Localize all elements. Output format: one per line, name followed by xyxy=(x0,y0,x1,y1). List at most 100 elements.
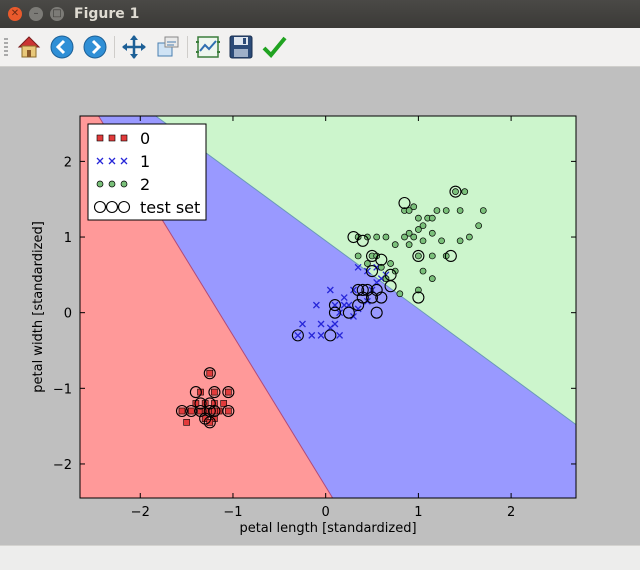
data-point xyxy=(449,185,462,198)
data-point xyxy=(220,400,228,407)
data-point xyxy=(419,237,427,245)
data-point xyxy=(410,203,418,211)
data-point xyxy=(475,222,483,230)
data-point xyxy=(187,407,195,415)
minimize-window-button[interactable]: – xyxy=(29,7,43,21)
legend-marker xyxy=(93,200,107,214)
data-point xyxy=(391,241,399,248)
legend-label: 2 xyxy=(140,175,150,194)
data-point xyxy=(382,233,390,241)
data-point xyxy=(377,263,385,271)
data-point xyxy=(294,331,302,339)
data-point xyxy=(291,329,304,342)
data-point xyxy=(336,309,344,317)
toolbar-grip[interactable] xyxy=(4,38,8,58)
toolbar-separator xyxy=(114,36,115,58)
data-point xyxy=(444,249,457,262)
pan-button[interactable] xyxy=(121,34,147,60)
data-point xyxy=(352,283,365,297)
subplots-icon xyxy=(196,36,220,58)
data-point xyxy=(415,286,422,294)
data-point xyxy=(452,188,459,195)
data-point xyxy=(317,331,325,339)
data-point xyxy=(375,253,388,266)
data-point xyxy=(419,267,427,275)
data-point xyxy=(328,306,342,319)
data-point xyxy=(363,267,371,275)
data-point xyxy=(203,367,216,380)
data-point xyxy=(365,265,379,278)
close-window-button[interactable]: ✕ xyxy=(8,7,22,21)
data-point xyxy=(208,404,221,418)
data-point xyxy=(354,305,362,313)
forward-button[interactable] xyxy=(82,34,108,60)
data-point xyxy=(419,222,427,230)
data-point xyxy=(222,404,235,418)
back-arrow-icon xyxy=(50,35,74,59)
data-point xyxy=(317,320,325,328)
legend-marker xyxy=(120,134,128,142)
data-points xyxy=(175,185,487,429)
save-button[interactable] xyxy=(228,34,254,60)
home-icon xyxy=(17,36,41,58)
data-point xyxy=(336,331,344,339)
data-point xyxy=(428,275,436,282)
data-point xyxy=(308,331,316,339)
legend-entry: test set xyxy=(93,198,200,217)
legend-marker xyxy=(105,200,119,214)
series-1 xyxy=(294,263,390,339)
home-button[interactable] xyxy=(16,34,42,60)
x-tick-label: 1 xyxy=(414,505,422,520)
edit-axes-button[interactable] xyxy=(261,34,287,60)
toolbar-separator xyxy=(187,36,188,58)
back-button[interactable] xyxy=(49,34,75,60)
data-point xyxy=(203,416,216,429)
window-titlebar: ✕ – □ Figure 1 xyxy=(0,0,640,28)
y-tick-label: 0 xyxy=(64,307,72,322)
data-point xyxy=(479,207,487,214)
data-point xyxy=(373,233,381,241)
y-tick-label: −2 xyxy=(53,458,72,473)
legend-label: 1 xyxy=(140,152,150,171)
data-point xyxy=(401,233,408,241)
data-point xyxy=(442,207,450,214)
data-point xyxy=(208,386,221,399)
data-point xyxy=(415,226,422,233)
legend-entry: 0 xyxy=(96,129,150,148)
data-point xyxy=(364,260,371,267)
legend-marker xyxy=(108,157,116,165)
axis-ticks: −2 −1 0 1 2 −2 −1 0 1 2 xyxy=(53,116,576,520)
legend-label: 0 xyxy=(140,129,150,148)
data-point xyxy=(342,306,355,319)
navigation-toolbar xyxy=(0,28,640,67)
figure-canvas[interactable]: −2 −1 0 1 2 −2 −1 0 1 2 petal length [standardize… xyxy=(0,67,640,545)
legend-marker xyxy=(117,200,131,214)
zoom-button[interactable] xyxy=(155,34,181,60)
data-point xyxy=(433,207,441,214)
data-point xyxy=(354,263,362,271)
checkmark-icon xyxy=(262,36,287,58)
maximize-window-button[interactable]: □ xyxy=(50,7,64,21)
data-point xyxy=(185,404,198,418)
legend-label: test set xyxy=(140,198,200,217)
data-point xyxy=(384,280,397,293)
data-point xyxy=(415,252,422,260)
data-point xyxy=(222,386,235,399)
legend-marker xyxy=(96,157,104,165)
legend-marker xyxy=(96,134,104,142)
data-point xyxy=(428,229,436,237)
x-tick-label: 0 xyxy=(322,505,330,520)
data-point xyxy=(326,286,334,294)
data-point xyxy=(356,283,369,297)
data-point xyxy=(312,301,320,309)
data-point xyxy=(387,260,394,267)
forward-arrow-icon xyxy=(83,35,107,59)
configure-subplots-button[interactable] xyxy=(195,34,221,60)
data-point xyxy=(412,291,425,304)
window-title: Figure 1 xyxy=(74,6,140,22)
legend-marker xyxy=(96,180,104,188)
y-axis-label: petal width [standardized] xyxy=(31,221,46,393)
data-point xyxy=(340,294,348,302)
data-point xyxy=(340,301,348,309)
data-point xyxy=(199,412,212,425)
